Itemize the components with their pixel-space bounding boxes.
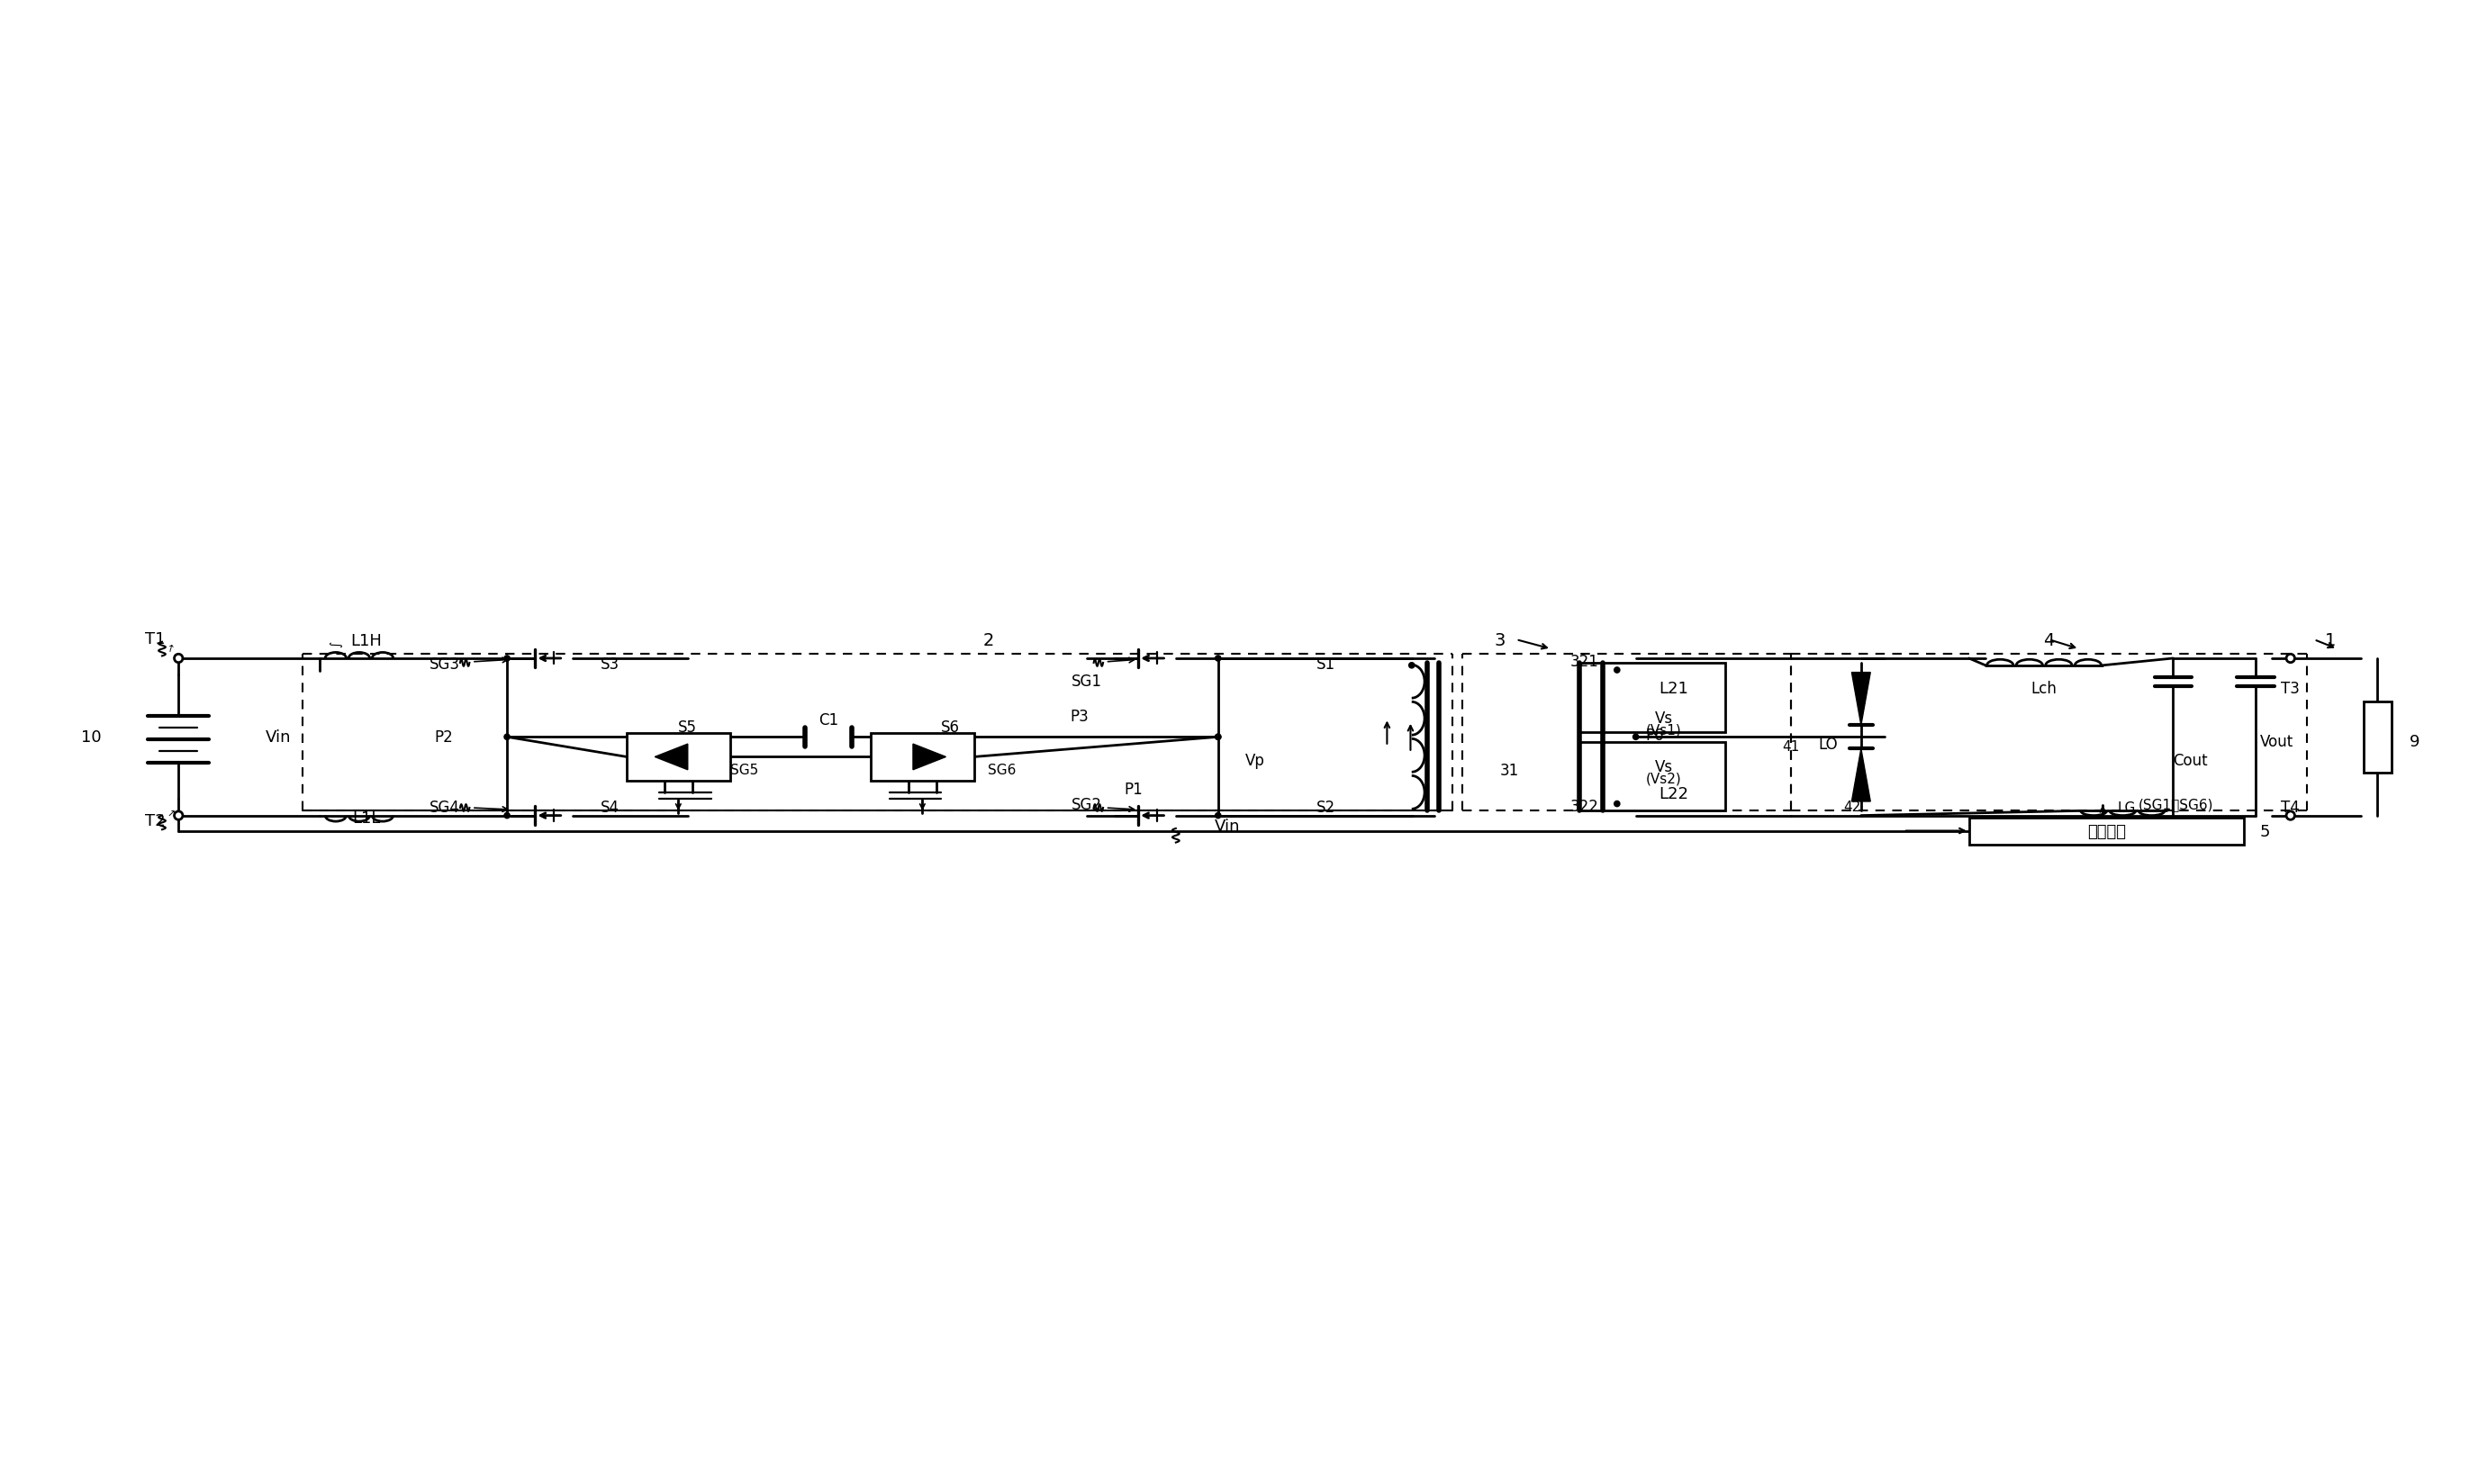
Text: L1L: L1L (353, 810, 380, 827)
Text: SG3: SG3 (430, 656, 459, 672)
Circle shape (1615, 668, 1620, 674)
Text: SG2: SG2 (1072, 795, 1101, 812)
Text: 42: 42 (1842, 800, 1859, 813)
Text: L1H: L1H (351, 632, 383, 649)
Bar (1580, 663, 1726, 733)
Text: (SG1～SG6): (SG1～SG6) (2138, 797, 2212, 810)
Text: SG6: SG6 (988, 763, 1017, 778)
Polygon shape (1852, 749, 1872, 801)
Text: ↗: ↗ (165, 643, 178, 654)
Circle shape (504, 656, 511, 662)
Text: 322: 322 (1570, 798, 1600, 815)
Circle shape (1615, 801, 1620, 807)
Text: 41: 41 (1783, 741, 1800, 754)
Text: T3: T3 (2281, 680, 2301, 696)
Text: S3: S3 (600, 656, 620, 672)
Text: P3: P3 (1069, 708, 1089, 724)
Text: 3: 3 (1494, 631, 1506, 649)
Text: Vs: Vs (1654, 711, 1674, 727)
Text: Vs: Vs (1654, 758, 1674, 775)
Circle shape (1632, 735, 1639, 741)
Circle shape (1410, 663, 1415, 669)
Text: SG4: SG4 (430, 800, 459, 816)
Text: 10: 10 (81, 729, 101, 745)
Text: 1: 1 (2326, 631, 2336, 649)
Bar (2363, 702, 2392, 773)
Text: C1: C1 (820, 712, 839, 727)
Text: T2: T2 (146, 813, 165, 830)
Text: Lch: Lch (2032, 680, 2057, 696)
Polygon shape (914, 745, 946, 770)
Circle shape (504, 813, 511, 819)
Circle shape (175, 654, 183, 663)
Text: LG: LG (2116, 801, 2136, 815)
Circle shape (175, 812, 183, 821)
Bar (872, 733, 973, 781)
Text: Vin: Vin (264, 729, 291, 745)
Text: 321: 321 (1570, 653, 1600, 669)
Circle shape (2286, 812, 2294, 821)
Text: (Vs1): (Vs1) (1647, 724, 1681, 738)
Text: T1: T1 (146, 631, 165, 647)
Circle shape (1215, 735, 1220, 741)
Text: S6: S6 (941, 718, 960, 735)
Circle shape (1215, 813, 1220, 819)
Text: ↗: ↗ (168, 810, 175, 819)
Text: S5: S5 (679, 718, 696, 735)
Circle shape (1215, 735, 1220, 741)
Circle shape (504, 735, 511, 741)
Text: P1: P1 (1123, 781, 1143, 797)
Text: L22: L22 (1659, 785, 1689, 801)
Text: SG1: SG1 (1072, 672, 1101, 689)
Bar (627, 733, 731, 781)
Bar (1968, 818, 2244, 846)
Text: P2: P2 (435, 729, 452, 745)
Text: T4: T4 (2281, 800, 2299, 816)
Text: Vin: Vin (1215, 818, 1239, 834)
Text: 2: 2 (983, 631, 993, 649)
Text: 驱动电路: 驱动电路 (2086, 824, 2126, 840)
Bar (1580, 742, 1726, 812)
Text: 9: 9 (2410, 735, 2420, 749)
Text: S1: S1 (1316, 656, 1336, 672)
Text: SG5: SG5 (731, 763, 758, 778)
Text: (Vs2): (Vs2) (1647, 772, 1681, 785)
Text: S4: S4 (600, 800, 620, 816)
Text: 31: 31 (1499, 763, 1518, 778)
Text: Vp: Vp (1244, 752, 1264, 769)
Text: 4: 4 (2044, 631, 2054, 649)
Circle shape (2286, 654, 2294, 663)
Text: LO: LO (1817, 736, 1837, 752)
Circle shape (1215, 656, 1220, 662)
Text: Vout: Vout (2259, 735, 2294, 749)
Text: Cout: Cout (2173, 752, 2207, 769)
Polygon shape (1852, 672, 1872, 726)
Polygon shape (654, 745, 689, 770)
Text: 5: 5 (2259, 824, 2271, 840)
Text: L21: L21 (1659, 680, 1689, 696)
Text: P6: P6 (1644, 727, 1664, 743)
Text: ∫: ∫ (328, 641, 343, 647)
Text: S2: S2 (1316, 800, 1336, 816)
